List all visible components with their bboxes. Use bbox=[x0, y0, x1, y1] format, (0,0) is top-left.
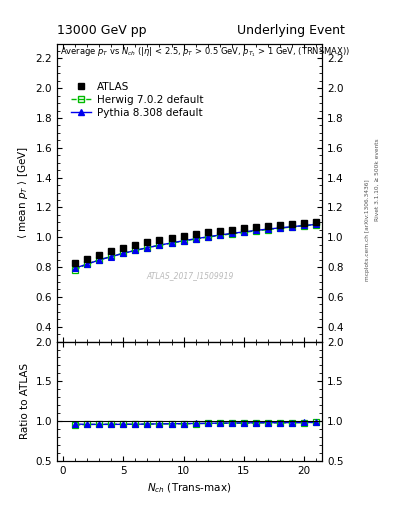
Y-axis label: $\langle$ mean $p_T$ $\rangle$ [GeV]: $\langle$ mean $p_T$ $\rangle$ [GeV] bbox=[16, 146, 30, 239]
Legend: ATLAS, Herwig 7.0.2 default, Pythia 8.308 default: ATLAS, Herwig 7.0.2 default, Pythia 8.30… bbox=[68, 78, 206, 121]
Text: mcplots.cern.ch [arXiv:1306.3436]: mcplots.cern.ch [arXiv:1306.3436] bbox=[365, 180, 370, 281]
Text: ATLAS_2017_I1509919: ATLAS_2017_I1509919 bbox=[146, 271, 233, 281]
Y-axis label: Ratio to ATLAS: Ratio to ATLAS bbox=[20, 363, 30, 439]
Text: Underlying Event: Underlying Event bbox=[237, 24, 345, 37]
Text: Average $p_T$ vs $N_{ch}$ ($|\eta|$ < 2.5, $p_T$ > 0.5 GeV, $p_{T_1}$ > 1 GeV, (: Average $p_T$ vs $N_{ch}$ ($|\eta|$ < 2.… bbox=[60, 45, 350, 58]
X-axis label: $N_{ch}$ (Trans-max): $N_{ch}$ (Trans-max) bbox=[147, 481, 232, 495]
Text: Rivet 3.1.10, ≥ 500k events: Rivet 3.1.10, ≥ 500k events bbox=[375, 138, 380, 221]
Text: 13000 GeV pp: 13000 GeV pp bbox=[57, 24, 147, 37]
